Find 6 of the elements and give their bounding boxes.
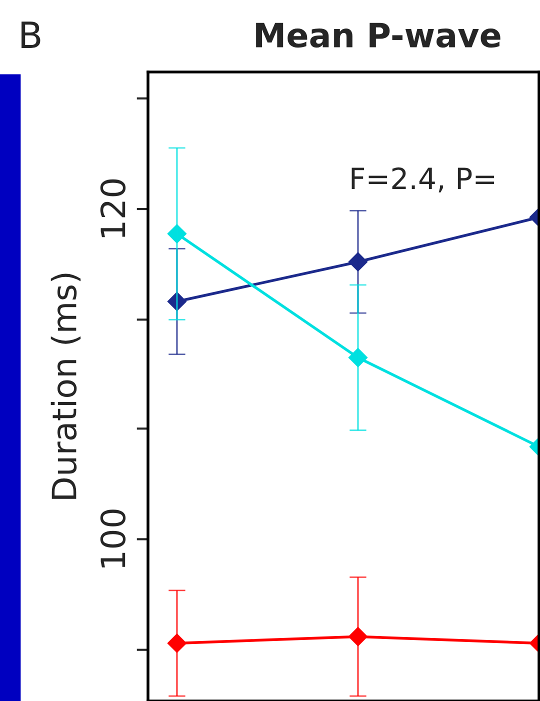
- text: B: [22, 22, 40, 48]
- chart-title: Mean P-wave: [256, 22, 500, 48]
- y-axis-title: Duration (ms): [50, 274, 81, 499]
- y-tick-label: 120: [100, 179, 126, 238]
- y-tick-label: 100: [100, 510, 126, 568]
- annotation: F=2.4, P=: [352, 167, 494, 192]
